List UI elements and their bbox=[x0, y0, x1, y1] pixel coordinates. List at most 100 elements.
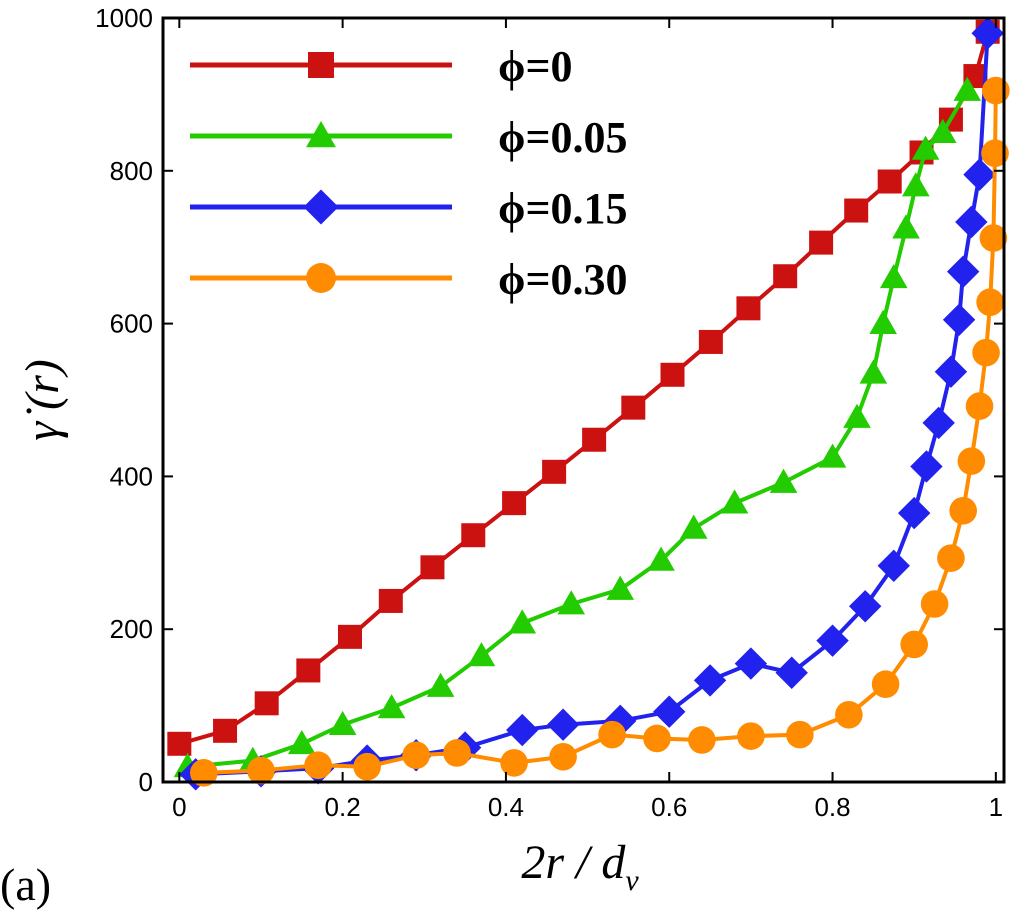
x-axis-title: 2r / dv bbox=[521, 836, 639, 897]
data-point-circle bbox=[965, 392, 994, 420]
series-4 bbox=[190, 76, 1010, 787]
data-point-square bbox=[698, 329, 723, 354]
data-point-square bbox=[844, 198, 869, 223]
data-point-circle bbox=[957, 447, 986, 475]
data-point-triangle bbox=[911, 135, 940, 160]
x-axis-title-main: 2r / d bbox=[521, 836, 626, 889]
data-point-diamond bbox=[934, 355, 968, 388]
data-point-circle bbox=[598, 720, 626, 749]
panel-label: (a) bbox=[0, 859, 51, 910]
legend-entry-3: ϕ=0.15 bbox=[190, 184, 628, 233]
data-point-circle bbox=[786, 720, 814, 749]
data-point-diamond bbox=[910, 450, 943, 483]
data-point-triangle bbox=[377, 694, 406, 719]
x-tick-label: 0.4 bbox=[488, 792, 524, 822]
data-point-square bbox=[213, 718, 238, 743]
data-point-circle bbox=[949, 496, 977, 525]
data-point-diamond bbox=[877, 549, 910, 582]
data-point-triangle bbox=[818, 443, 847, 468]
plot-frame bbox=[161, 16, 1006, 784]
data-point-square bbox=[461, 523, 486, 548]
data-point-square bbox=[809, 230, 834, 255]
series-2 bbox=[173, 76, 982, 778]
data-point-circle bbox=[937, 544, 965, 572]
data-point-triangle bbox=[902, 172, 930, 197]
data-point-square bbox=[542, 459, 567, 484]
data-point-circle bbox=[920, 590, 949, 618]
data-point-circle bbox=[549, 742, 577, 771]
data-point-circle bbox=[900, 630, 928, 659]
data-point-triangle bbox=[679, 514, 708, 539]
data-point-triangle bbox=[859, 359, 888, 384]
data-point-triangle bbox=[606, 575, 635, 600]
y-tick-label: 0 bbox=[139, 767, 153, 797]
data-point-circle bbox=[737, 722, 765, 750]
data-point-circle bbox=[353, 752, 381, 781]
data-point-square bbox=[167, 731, 192, 756]
data-point-triangle bbox=[426, 672, 455, 697]
data-point-circle bbox=[972, 338, 1000, 367]
data-point-square bbox=[296, 658, 321, 683]
legend: ϕ=0 ϕ=0.05 ϕ=0.15 ϕ=0.30 bbox=[190, 42, 628, 304]
y-tick-label: 400 bbox=[110, 461, 153, 491]
y-tick-label: 1000 bbox=[95, 3, 153, 33]
data-point-diamond bbox=[506, 713, 539, 747]
legend-label: ϕ=0.30 bbox=[498, 255, 628, 304]
legend-label: ϕ=0.05 bbox=[498, 113, 628, 162]
data-point-square bbox=[660, 362, 685, 387]
x-tick-label: 0 bbox=[172, 792, 186, 822]
y-axis-title: γ̇ (r) bbox=[16, 359, 69, 441]
x-axis-title-subscript: v bbox=[625, 864, 639, 897]
series-group bbox=[167, 17, 1010, 791]
data-point-square bbox=[877, 169, 902, 194]
data-point-triangle bbox=[892, 214, 920, 239]
x-tick-label: 0.2 bbox=[325, 792, 361, 822]
data-point-circle bbox=[443, 739, 471, 767]
data-point-circle bbox=[835, 700, 863, 729]
legend-label: ϕ=0.15 bbox=[498, 184, 628, 233]
y-tick-label: 800 bbox=[110, 156, 153, 186]
data-point-circle bbox=[981, 139, 1009, 168]
data-point-triangle bbox=[769, 468, 798, 493]
y-tick-label: 200 bbox=[110, 614, 153, 644]
data-point-circle bbox=[402, 741, 430, 770]
data-point-square bbox=[773, 264, 798, 289]
data-point-circle bbox=[688, 726, 716, 754]
data-point-diamond bbox=[848, 590, 882, 623]
data-point-square bbox=[337, 624, 362, 649]
data-point-triangle bbox=[869, 309, 897, 334]
series-1 bbox=[167, 19, 1000, 756]
data-point-diamond bbox=[942, 303, 976, 336]
data-point-square bbox=[582, 427, 607, 452]
data-point-square bbox=[254, 691, 279, 716]
data-point-diamond bbox=[734, 647, 768, 680]
data-point-diamond bbox=[303, 189, 339, 225]
data-point-circle bbox=[304, 751, 332, 779]
legend-label: ϕ=0 bbox=[498, 42, 573, 91]
legend-entry-4: ϕ=0.30 bbox=[190, 255, 628, 304]
data-point-triangle bbox=[843, 403, 871, 428]
data-point-diamond bbox=[775, 656, 808, 689]
data-point-triangle bbox=[306, 121, 336, 148]
data-point-square bbox=[420, 555, 445, 580]
data-point-triangle bbox=[953, 76, 982, 101]
data-point-diamond bbox=[693, 664, 727, 697]
x-tick-label: 0.6 bbox=[651, 792, 687, 822]
data-point-circle bbox=[247, 756, 275, 785]
data-point-square bbox=[621, 395, 646, 420]
data-point-diamond bbox=[946, 255, 980, 288]
data-point-triangle bbox=[288, 730, 316, 755]
data-point-triangle bbox=[879, 263, 908, 289]
data-point-diamond bbox=[816, 624, 849, 657]
data-point-triangle bbox=[928, 118, 957, 143]
data-point-diamond bbox=[897, 496, 931, 530]
data-point-circle bbox=[500, 749, 528, 777]
data-point-square bbox=[378, 588, 403, 613]
data-point-diamond bbox=[963, 158, 996, 191]
data-point-triangle bbox=[720, 489, 749, 514]
data-point-triangle bbox=[557, 590, 586, 615]
data-point-triangle bbox=[508, 609, 537, 634]
data-point-circle bbox=[643, 724, 671, 753]
legend-entry-1: ϕ=0 bbox=[190, 42, 573, 91]
